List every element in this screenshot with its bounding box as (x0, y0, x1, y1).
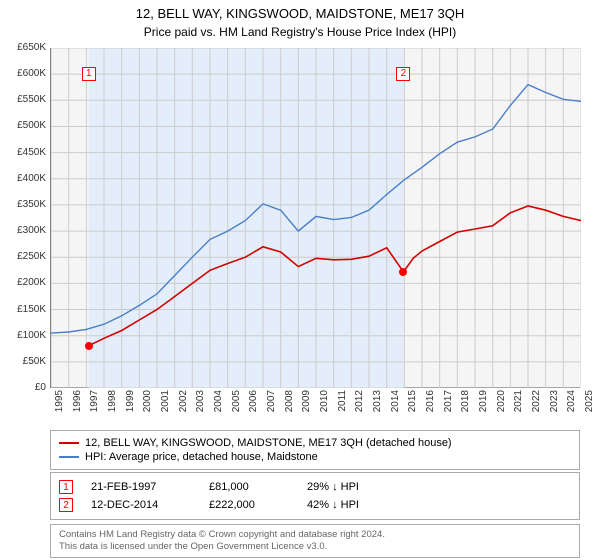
sale-delta-2: 42% ↓ HPI (307, 499, 407, 511)
x-axis-label: 2005 (231, 390, 242, 420)
sale-dot-1 (85, 342, 93, 350)
legend-label-property: 12, BELL WAY, KINGSWOOD, MAIDSTONE, ME17… (85, 437, 452, 449)
x-axis-label: 2002 (178, 390, 189, 420)
x-axis-label: 2019 (478, 390, 489, 420)
sales-table: 1 21-FEB-1997 £81,000 29% ↓ HPI 2 12-DEC… (50, 472, 580, 520)
y-axis-label: £500K (0, 120, 46, 131)
x-axis-label: 2010 (319, 390, 330, 420)
sale-marker-2-icon: 2 (59, 498, 73, 512)
chart-container: 12, BELL WAY, KINGSWOOD, MAIDSTONE, ME17… (0, 0, 600, 560)
y-axis-label: £400K (0, 173, 46, 184)
sale-price-2: £222,000 (209, 499, 289, 511)
x-axis-label: 2018 (460, 390, 471, 420)
sale-row-2: 2 12-DEC-2014 £222,000 42% ↓ HPI (59, 496, 571, 514)
x-axis-label: 2001 (160, 390, 171, 420)
x-axis-label: 2020 (496, 390, 507, 420)
sale-dot-2 (399, 268, 407, 276)
chart-title: 12, BELL WAY, KINGSWOOD, MAIDSTONE, ME17… (0, 0, 600, 21)
legend: 12, BELL WAY, KINGSWOOD, MAIDSTONE, ME17… (50, 430, 580, 470)
x-axis-label: 2017 (443, 390, 454, 420)
copyright-line2: This data is licensed under the Open Gov… (59, 541, 571, 553)
x-axis-label: 1996 (72, 390, 83, 420)
x-axis-label: 2004 (213, 390, 224, 420)
y-axis-label: £0 (0, 382, 46, 393)
x-axis-label: 2012 (354, 390, 365, 420)
x-axis-label: 2025 (584, 390, 595, 420)
sale-marker-box-2: 2 (396, 67, 410, 81)
sale-row-1: 1 21-FEB-1997 £81,000 29% ↓ HPI (59, 478, 571, 496)
y-axis-label: £600K (0, 68, 46, 79)
sale-marker-1-icon: 1 (59, 480, 73, 494)
y-axis-label: £650K (0, 42, 46, 53)
x-axis-label: 2008 (284, 390, 295, 420)
sale-marker-box-1: 1 (82, 67, 96, 81)
x-axis-label: 2016 (425, 390, 436, 420)
y-axis-label: £50K (0, 356, 46, 367)
legend-swatch-hpi (59, 456, 79, 458)
x-axis-label: 2009 (301, 390, 312, 420)
x-axis-label: 2015 (407, 390, 418, 420)
legend-item-property: 12, BELL WAY, KINGSWOOD, MAIDSTONE, ME17… (59, 436, 571, 450)
x-axis-label: 2007 (266, 390, 277, 420)
x-axis-label: 2014 (390, 390, 401, 420)
legend-label-hpi: HPI: Average price, detached house, Maid… (85, 451, 318, 463)
x-axis-label: 2021 (513, 390, 524, 420)
x-axis-label: 2000 (142, 390, 153, 420)
x-axis-label: 1997 (89, 390, 100, 420)
sale-price-1: £81,000 (209, 481, 289, 493)
x-axis-label: 2022 (531, 390, 542, 420)
chart-subtitle: Price paid vs. HM Land Registry's House … (0, 21, 600, 45)
chart-svg (51, 48, 581, 388)
y-axis-label: £100K (0, 330, 46, 341)
x-axis-label: 2023 (549, 390, 560, 420)
copyright: Contains HM Land Registry data © Crown c… (50, 524, 580, 558)
x-axis-label: 1998 (107, 390, 118, 420)
legend-swatch-property (59, 442, 79, 444)
sale-delta-1: 29% ↓ HPI (307, 481, 407, 493)
x-axis-label: 2024 (566, 390, 577, 420)
y-axis-label: £350K (0, 199, 46, 210)
copyright-line1: Contains HM Land Registry data © Crown c… (59, 529, 571, 541)
y-axis-label: £150K (0, 304, 46, 315)
x-axis-label: 1999 (125, 390, 136, 420)
y-axis-label: £450K (0, 147, 46, 158)
y-axis-label: £300K (0, 225, 46, 236)
y-axis-label: £250K (0, 251, 46, 262)
x-axis-label: 2011 (337, 390, 348, 420)
y-axis-label: £200K (0, 277, 46, 288)
x-axis-label: 2003 (195, 390, 206, 420)
plot-area: 12 (50, 48, 580, 388)
y-axis-label: £550K (0, 94, 46, 105)
legend-item-hpi: HPI: Average price, detached house, Maid… (59, 450, 571, 464)
x-axis-label: 2006 (248, 390, 259, 420)
sale-date-2: 12-DEC-2014 (91, 499, 191, 511)
x-axis-label: 2013 (372, 390, 383, 420)
x-axis-label: 1995 (54, 390, 65, 420)
sale-date-1: 21-FEB-1997 (91, 481, 191, 493)
